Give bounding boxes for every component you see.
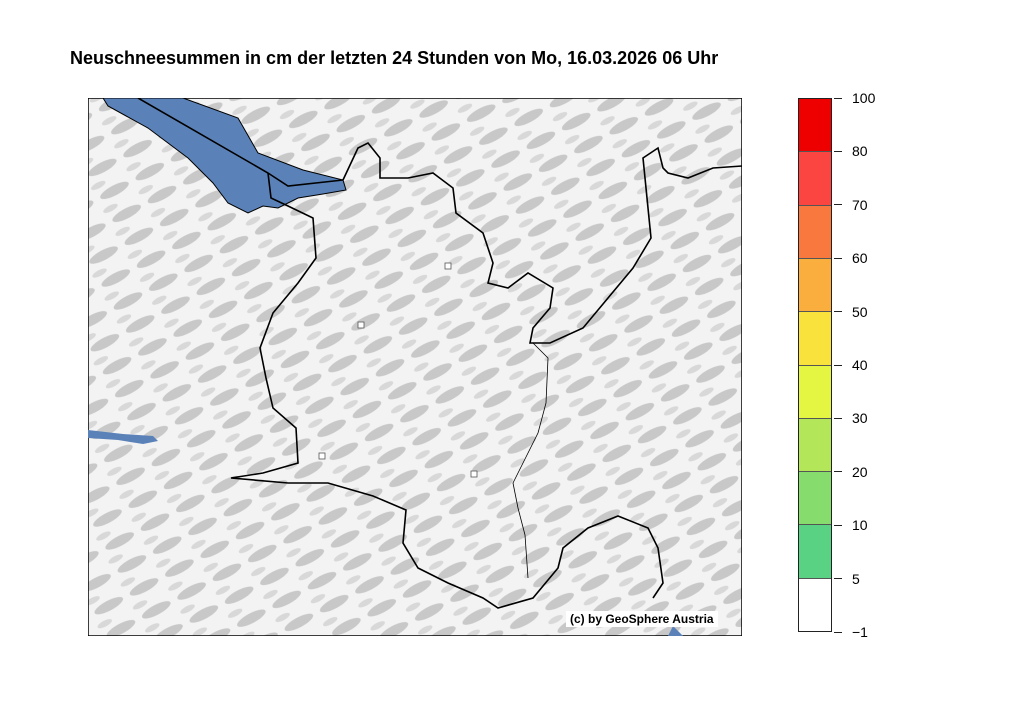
legend-segment [799, 577, 831, 631]
legend-tick-label: 70 [834, 196, 868, 214]
map-title: Neuschneesummen in cm der letzten 24 Stu… [70, 48, 719, 68]
copyright-label: (c) by GeoSphere Austria [566, 611, 718, 627]
legend-tick-label: 40 [834, 356, 868, 374]
lake-small [668, 626, 683, 636]
legend-segment [799, 204, 831, 258]
legend-segment [799, 311, 831, 365]
legend-segment [799, 151, 831, 205]
station-marker [444, 262, 452, 270]
legend-segment [799, 524, 831, 578]
legend-tick-label: 20 [834, 463, 868, 481]
country-borders [137, 98, 742, 609]
snow-map [88, 98, 742, 636]
legend-tick-label: 50 [834, 303, 868, 321]
station-marker [357, 321, 365, 329]
terrain-hillshade [88, 98, 742, 636]
station-marker [318, 452, 326, 460]
legend-segment [799, 257, 831, 312]
legend-tick-label: 60 [834, 249, 868, 267]
legend-tick-label: 80 [834, 142, 868, 160]
legend-tick-label: 30 [834, 409, 868, 427]
legend-tick-label: 10 [834, 516, 868, 534]
legend-tick-label: −1 [834, 623, 868, 641]
station-marker [470, 470, 478, 478]
lake-walensee [88, 430, 158, 444]
legend-segment [799, 471, 831, 525]
legend-segment [799, 99, 831, 152]
legend-tick-label: 5 [834, 570, 860, 588]
legend-segment [799, 417, 831, 472]
legend-tick-label: 100 [834, 89, 875, 107]
legend-segment [799, 364, 831, 418]
weather-stations [318, 262, 478, 478]
color-legend-bar [798, 98, 832, 632]
